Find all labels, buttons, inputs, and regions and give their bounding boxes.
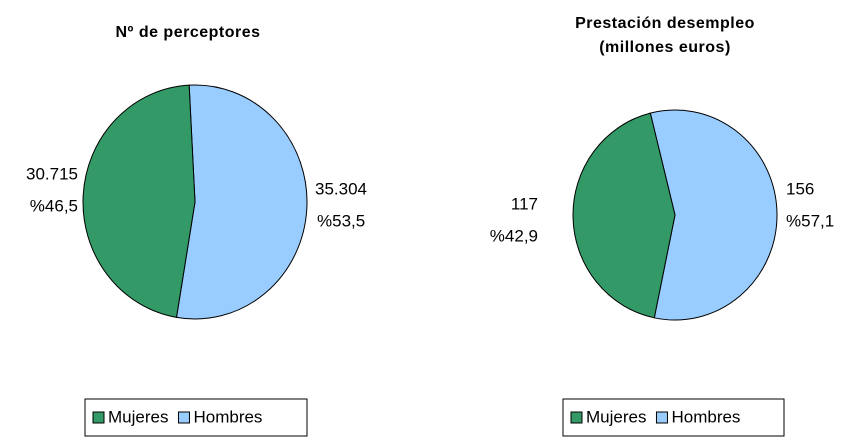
chart-title: Nº de perceptores: [115, 24, 260, 41]
legend-swatch: [655, 411, 668, 424]
legend-label: Hombres: [193, 407, 262, 426]
legend-label: Hombres: [671, 407, 740, 426]
legend-swatch: [177, 411, 190, 424]
legend-label: Mujeres: [108, 407, 168, 426]
legend-box: [84, 398, 308, 437]
chart-title: (millones euros): [599, 39, 731, 56]
value-label: 117: [511, 194, 538, 213]
value-label: 156: [786, 179, 814, 198]
pie-slice: [175, 84, 308, 320]
percentage-label: %57,1: [786, 211, 834, 230]
legend-label: Mujeres: [586, 407, 646, 426]
value-label: 35.304: [315, 179, 367, 198]
legend-box: [562, 398, 785, 437]
legend-swatch: [92, 411, 105, 424]
pie-slice: [649, 109, 778, 321]
value-label: 30.715: [26, 164, 78, 183]
pie-slice: [572, 112, 676, 319]
pie-slice: [82, 84, 196, 318]
percentage-label: %42,9: [490, 226, 538, 245]
legend-swatch: [570, 411, 583, 424]
chart-title: Prestación desempleo: [575, 15, 755, 32]
percentage-label: %46,5: [30, 196, 78, 215]
percentage-label: %53,5: [317, 211, 365, 230]
